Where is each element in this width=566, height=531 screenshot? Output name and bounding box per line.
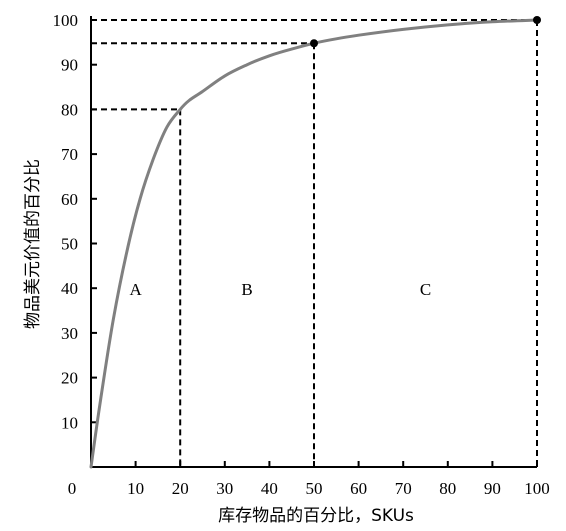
y-tick-label: 20 (61, 369, 78, 388)
y-tick-label: 90 (61, 56, 78, 75)
x-tick-label: 60 (350, 479, 367, 498)
zone-label: A (129, 280, 142, 299)
y-tick-label: 30 (61, 324, 78, 343)
x-tick-label: 90 (484, 479, 501, 498)
y-tick-label: 70 (61, 145, 78, 164)
x-tick-label: 100 (524, 479, 550, 498)
pareto-curve (89, 18, 539, 469)
zone-label: B (241, 280, 252, 299)
y-tick-label: 10 (61, 413, 78, 432)
x-tick-label: 70 (395, 479, 412, 498)
y-tick-label: 40 (61, 279, 78, 298)
x-tick-label: 20 (172, 479, 189, 498)
x-tick-label: 0 (68, 479, 77, 498)
x-tick-label: 40 (261, 479, 278, 498)
axes: 0 10 20 30 40 50 60 70 80 90 100 10 20 30 40 50 60 70 80 90… (53, 11, 550, 498)
y-tick-label: 100 (53, 11, 79, 30)
x-tick-label: 80 (439, 479, 456, 498)
data-point (310, 39, 318, 48)
y-tick-label: 60 (61, 190, 78, 209)
labels: A B C (129, 280, 431, 299)
x-axis-title: 库存物品的百分比，SKUs (218, 506, 414, 526)
zone-label: C (420, 280, 431, 299)
x-tick-label: 50 (306, 479, 323, 498)
reference-lines (91, 19, 538, 467)
x-tick-label: 10 (127, 479, 144, 498)
y-axis-title: 物品美元价值的百分比 (23, 159, 43, 329)
series (89, 16, 541, 469)
x-tick-label: 30 (216, 479, 233, 498)
data-point (533, 16, 541, 24)
y-tick-label: 50 (61, 235, 78, 254)
y-tick-label: 80 (61, 100, 78, 119)
